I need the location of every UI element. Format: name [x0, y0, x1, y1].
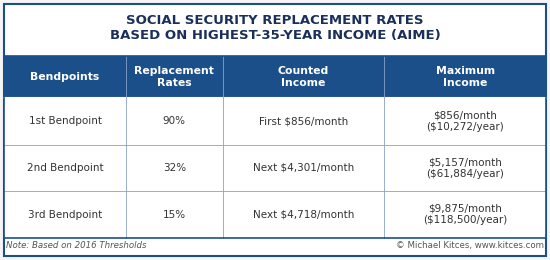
Text: 1st Bendpoint: 1st Bendpoint — [29, 116, 102, 126]
Text: $856/month
($10,272/year): $856/month ($10,272/year) — [426, 110, 504, 132]
Text: $5,157/month
($61,884/year): $5,157/month ($61,884/year) — [426, 157, 504, 179]
Text: BASED ON HIGHEST-35-YEAR INCOME (AIME): BASED ON HIGHEST-35-YEAR INCOME (AIME) — [109, 29, 441, 42]
Text: 32%: 32% — [163, 163, 186, 173]
Text: 15%: 15% — [163, 210, 186, 220]
Bar — [4, 98, 546, 145]
Text: 90%: 90% — [163, 116, 186, 126]
Text: © Michael Kitces, www.kitces.com: © Michael Kitces, www.kitces.com — [396, 241, 544, 250]
Bar — [4, 145, 546, 191]
Text: Bendpoints: Bendpoints — [30, 72, 100, 82]
Text: SOCIAL SECURITY REPLACEMENT RATES: SOCIAL SECURITY REPLACEMENT RATES — [126, 14, 424, 27]
Text: First $856/month: First $856/month — [258, 116, 348, 126]
Text: Replacement
Rates: Replacement Rates — [134, 66, 214, 88]
Text: Note: Based on 2016 Thresholds: Note: Based on 2016 Thresholds — [6, 241, 146, 250]
Bar — [4, 56, 546, 98]
Text: Counted
Income: Counted Income — [278, 66, 329, 88]
Bar — [4, 56, 546, 238]
Text: Next $4,301/month: Next $4,301/month — [253, 163, 354, 173]
Text: 2nd Bendpoint: 2nd Bendpoint — [27, 163, 103, 173]
Text: 3rd Bendpoint: 3rd Bendpoint — [28, 210, 102, 220]
Text: $9,875/month
($118,500/year): $9,875/month ($118,500/year) — [423, 204, 507, 225]
Text: Next $4,718/month: Next $4,718/month — [252, 210, 354, 220]
Text: Maximum
Income: Maximum Income — [436, 66, 494, 88]
Bar — [4, 191, 546, 238]
